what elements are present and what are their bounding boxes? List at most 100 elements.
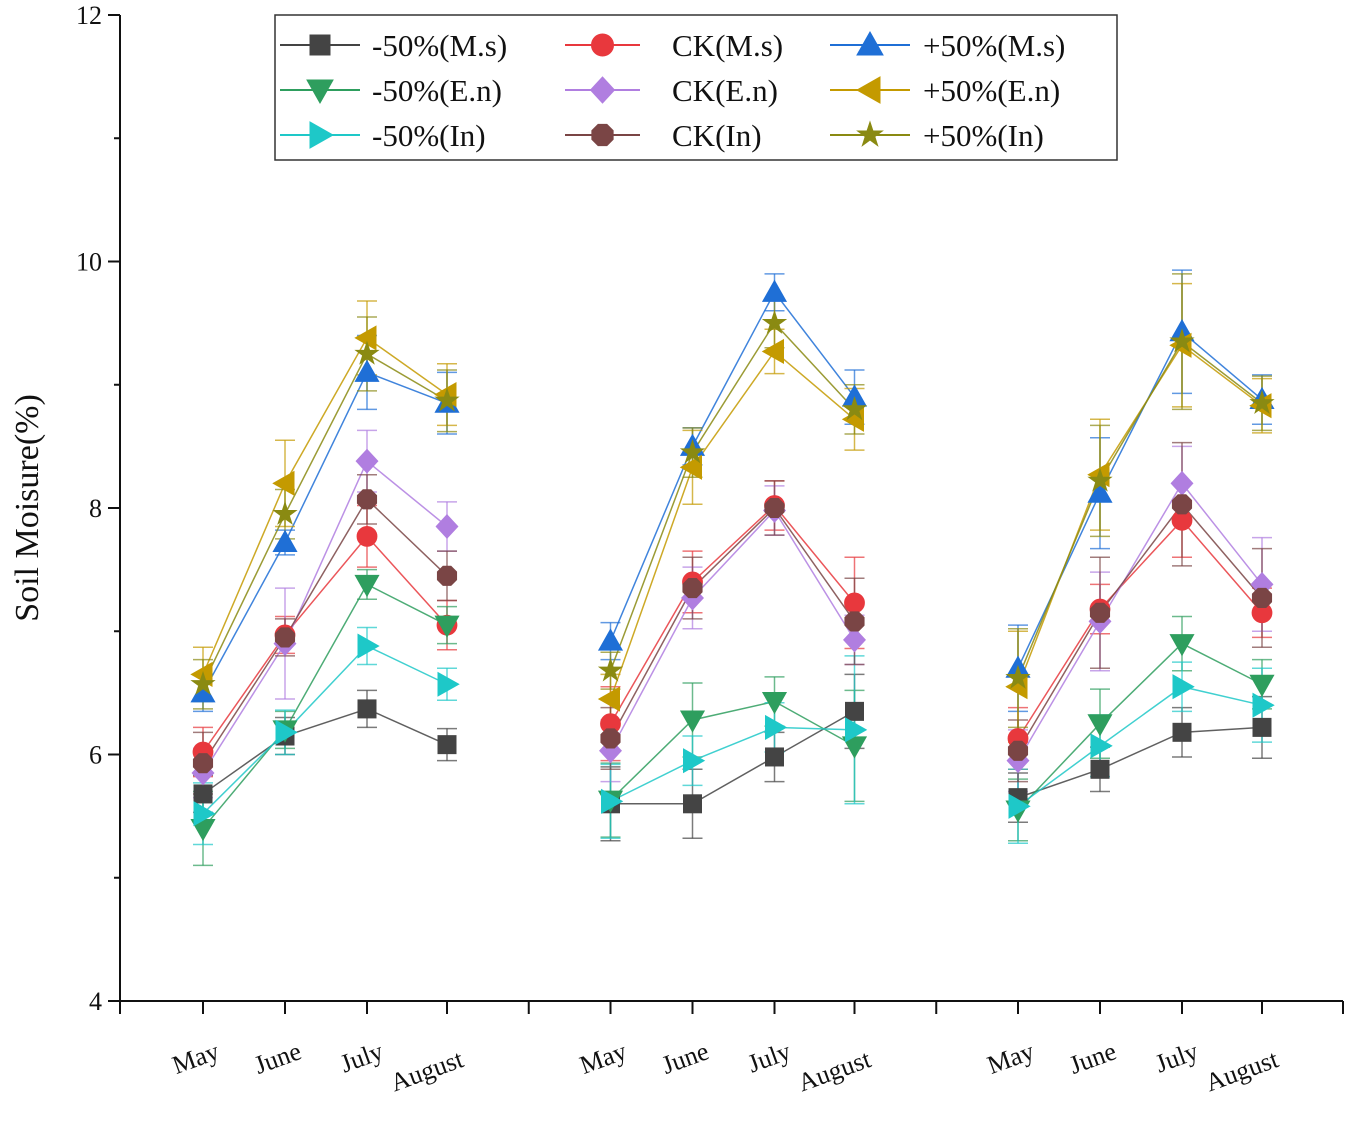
x-tick-label-june: June xyxy=(250,1036,305,1080)
markers-+50%(In) xyxy=(190,309,1275,696)
data-point xyxy=(190,670,216,696)
data-point xyxy=(354,359,380,382)
legend-box xyxy=(274,14,1118,161)
data-point xyxy=(764,497,785,519)
markers--50%(In) xyxy=(193,633,1275,827)
data-point xyxy=(845,717,868,743)
series-line xyxy=(609,509,856,752)
data-point xyxy=(192,753,214,774)
data-point xyxy=(1169,328,1195,353)
data-point xyxy=(1087,467,1113,492)
series-line xyxy=(1017,503,1263,752)
y-tick-label: 6 xyxy=(89,741,102,770)
data-point xyxy=(1171,494,1193,515)
data-point xyxy=(435,514,459,539)
legend-label: -50%(M.s) xyxy=(372,28,507,63)
series-line xyxy=(1017,330,1263,669)
series-line xyxy=(609,350,855,700)
x-tick-label-june: June xyxy=(1065,1036,1120,1080)
data-point xyxy=(354,340,380,365)
data-point xyxy=(841,396,868,421)
legend-item: +50%(In) xyxy=(830,118,1044,153)
data-point xyxy=(275,719,298,745)
series-line xyxy=(1017,685,1263,807)
markers--50%(E.n) xyxy=(190,574,1275,842)
data-point xyxy=(761,692,788,715)
data-point xyxy=(1172,674,1195,700)
legend-label: -50%(E.n) xyxy=(372,73,502,108)
data-point xyxy=(597,628,624,651)
data-point xyxy=(600,728,621,749)
y-tick-label: 12 xyxy=(76,1,102,30)
x-tick-label-july: July xyxy=(1151,1036,1202,1078)
data-point xyxy=(1249,389,1275,415)
data-point xyxy=(354,574,380,598)
data-point xyxy=(1252,692,1275,718)
data-point xyxy=(1251,587,1273,609)
triangle-left-icon xyxy=(855,76,881,104)
legend-item: -50%(E.n) xyxy=(280,73,502,108)
series-line xyxy=(202,583,448,829)
series--50%(M.s) xyxy=(193,673,1272,842)
series-line xyxy=(202,498,448,764)
series-line xyxy=(202,371,448,694)
y-axis-label: Soil Moisure(%) xyxy=(9,394,46,622)
data-point xyxy=(679,710,706,733)
data-point xyxy=(844,611,865,632)
data-point xyxy=(761,309,788,334)
legend-item: CK(E.n) xyxy=(565,73,778,108)
series-line xyxy=(202,645,448,815)
data-point xyxy=(193,801,216,827)
triangle-right-icon xyxy=(309,121,335,149)
triangle-down-icon xyxy=(306,79,334,105)
series-line xyxy=(609,504,856,725)
data-point xyxy=(1005,664,1031,689)
legend-label: -50%(In) xyxy=(372,118,486,153)
series-line xyxy=(202,459,448,774)
legend-item: +50%(M.s) xyxy=(830,28,1065,63)
diamond-icon xyxy=(589,76,616,104)
data-point xyxy=(765,714,788,740)
data-point xyxy=(765,747,784,767)
x-tick-label-august: August xyxy=(387,1044,468,1097)
data-point xyxy=(356,525,378,547)
data-point xyxy=(761,338,784,365)
series-line xyxy=(202,535,448,753)
series-line xyxy=(609,321,856,671)
x-tick-label-may: May xyxy=(983,1036,1038,1080)
data-point xyxy=(761,279,788,302)
series-line xyxy=(609,700,855,801)
data-point xyxy=(1008,793,1031,819)
markers-CK(In) xyxy=(192,489,1273,774)
x-tick-label-may: May xyxy=(576,1036,631,1080)
legend: -50%(M.s) -50%(E.n) -50%(In) CK(M.s) CK(E.n)… xyxy=(274,14,1118,161)
markers-+50%(E.n) xyxy=(190,325,1272,712)
legend-item: CK(M.s) xyxy=(565,28,783,63)
x-tick-label-july: July xyxy=(336,1036,387,1078)
x-tick-label-august: August xyxy=(1202,1044,1283,1097)
data-point xyxy=(601,788,624,814)
data-point xyxy=(272,470,295,496)
plot-area xyxy=(190,269,1275,867)
data-point xyxy=(597,657,624,682)
data-point xyxy=(843,627,866,653)
series-line xyxy=(1017,726,1263,799)
legend-item: -50%(M.s) xyxy=(280,28,507,63)
legend-label: CK(In) xyxy=(672,118,762,153)
data-point xyxy=(1169,634,1195,657)
data-point xyxy=(437,735,457,755)
data-point xyxy=(272,529,298,553)
x-tick-label-august: August xyxy=(794,1044,875,1097)
data-point xyxy=(1090,759,1110,779)
series--50%(In) xyxy=(193,626,1272,846)
data-point xyxy=(272,500,298,525)
triangle-up-icon xyxy=(856,30,884,56)
data-point xyxy=(679,454,702,480)
series-line xyxy=(609,290,856,642)
data-point xyxy=(434,615,460,638)
data-point xyxy=(1090,733,1113,759)
legend-label: CK(M.s) xyxy=(672,28,783,63)
square-icon xyxy=(309,34,331,56)
